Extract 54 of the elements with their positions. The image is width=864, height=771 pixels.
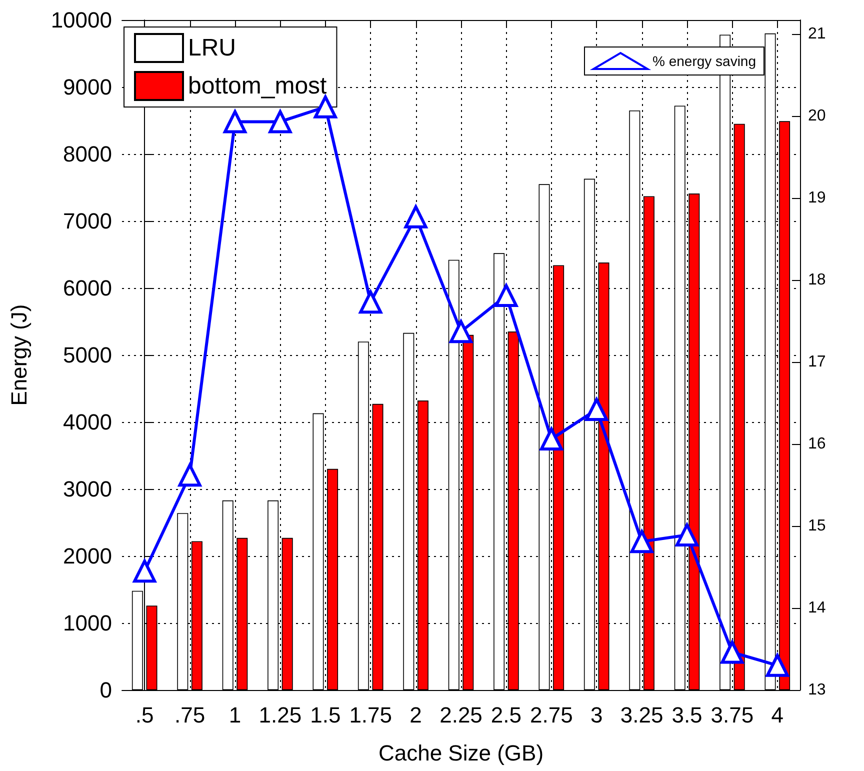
x-tick-label: 4 xyxy=(771,702,784,728)
y-axis-title: Energy (J) xyxy=(6,304,32,406)
point xyxy=(404,205,428,228)
y-tick-label: 9000 xyxy=(63,74,112,100)
point xyxy=(766,654,789,677)
y2-tick-label: 14 xyxy=(808,599,826,616)
x-tick-label: 2 xyxy=(410,702,422,728)
y-tick-label: 1000 xyxy=(63,610,112,636)
point xyxy=(494,284,518,308)
y-tick-label: 7000 xyxy=(63,208,112,234)
point xyxy=(585,398,608,422)
point xyxy=(224,110,246,134)
x-tick-label: 1.75 xyxy=(349,702,392,728)
y2-tick-label: 19 xyxy=(808,189,826,206)
y-tick-label: 2000 xyxy=(63,544,112,568)
y2-tick-label: 15 xyxy=(808,517,826,534)
x-tick-label: 3.5 xyxy=(672,702,702,728)
point xyxy=(720,640,744,664)
x-tick-label: 3.25 xyxy=(620,702,664,728)
legend-label: % energy saving xyxy=(652,53,756,69)
y2-tick-label: 21 xyxy=(808,25,826,42)
y-tick-label: 5000 xyxy=(63,342,112,368)
point xyxy=(540,428,563,451)
x-tick-label: 1.25 xyxy=(258,702,302,728)
y-tick-label: 10000 xyxy=(50,8,112,32)
point xyxy=(450,320,472,344)
x-tick-label: .75 xyxy=(174,702,206,728)
y2-tick-label: 20 xyxy=(808,107,826,124)
x-tick-label: 3 xyxy=(590,702,603,728)
y-tick-label: 0 xyxy=(100,678,112,702)
y-tick-label: 6000 xyxy=(63,276,112,300)
point xyxy=(178,464,202,487)
x-tick-label: 2.5 xyxy=(490,702,522,728)
legend-label: bottom_most xyxy=(188,72,328,100)
point xyxy=(268,110,292,134)
y2-tick-label: 17 xyxy=(808,353,826,370)
y-tick-label: 4000 xyxy=(63,410,112,434)
x-tick-label: 1.5 xyxy=(310,702,341,728)
y-tick-label: 3000 xyxy=(63,476,112,502)
x-tick-label: 3.75 xyxy=(710,702,754,728)
y-tick-label: 8000 xyxy=(63,142,112,166)
x-tick-label: 2.25 xyxy=(440,702,482,728)
y2-tick-label: 18 xyxy=(808,271,826,288)
x-tick-label: .5 xyxy=(135,702,154,728)
x-tick-label: 1 xyxy=(228,702,242,728)
legend-label: LRU xyxy=(188,34,236,62)
point xyxy=(133,560,156,583)
x-tick-label: 2.75 xyxy=(530,702,573,728)
y2-tick-label: 16 xyxy=(808,435,826,452)
y2-tick-label: 13 xyxy=(808,682,826,698)
x-axis-title: Cache Size (GB) xyxy=(378,740,544,766)
point xyxy=(359,290,382,314)
point xyxy=(630,530,654,554)
point xyxy=(676,524,698,547)
